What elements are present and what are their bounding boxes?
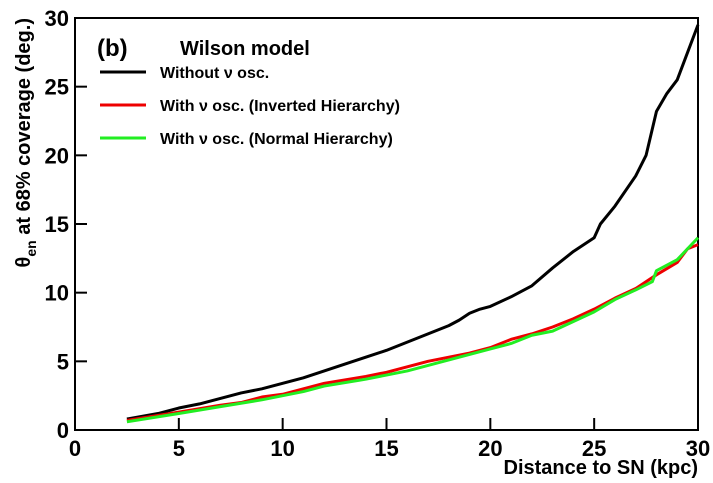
panel-label: (b) xyxy=(97,35,128,62)
legend-label: With ν osc. (Normal Hierarchy) xyxy=(160,131,393,148)
legend-label: Without ν osc. xyxy=(160,65,269,82)
y-label-symbol: θ xyxy=(13,257,35,268)
x-tick-label: 0 xyxy=(69,436,81,461)
x-tick-label: 5 xyxy=(173,436,185,461)
x-tick-label: 15 xyxy=(374,436,398,461)
series-line xyxy=(126,24,700,421)
y-tick-label: 10 xyxy=(45,281,69,306)
y-tick-label: 25 xyxy=(45,75,69,100)
y-label-subscript: en xyxy=(23,240,39,256)
x-tick-label: 20 xyxy=(478,436,502,461)
y-tick-label: 5 xyxy=(57,349,69,374)
y-tick-label: 20 xyxy=(45,143,69,168)
x-tick-label: 10 xyxy=(270,436,294,461)
x-tick-label: 30 xyxy=(686,436,710,461)
legend-label: With ν osc. (Inverted Hierarchy) xyxy=(160,98,400,115)
model-label: Wilson model xyxy=(180,38,310,60)
series-line xyxy=(126,236,700,424)
x-axis-label: Distance to SN (kpc) xyxy=(504,457,698,479)
y-tick-label: 15 xyxy=(45,212,69,237)
y-tick-label: 30 xyxy=(45,6,69,31)
y-axis-label: θen at 68% coverage (deg.) xyxy=(13,18,39,267)
x-tick-label: 25 xyxy=(582,436,606,461)
y-label-text: at 68% coverage (deg.) xyxy=(13,18,35,240)
y-tick-label: 0 xyxy=(57,418,69,443)
